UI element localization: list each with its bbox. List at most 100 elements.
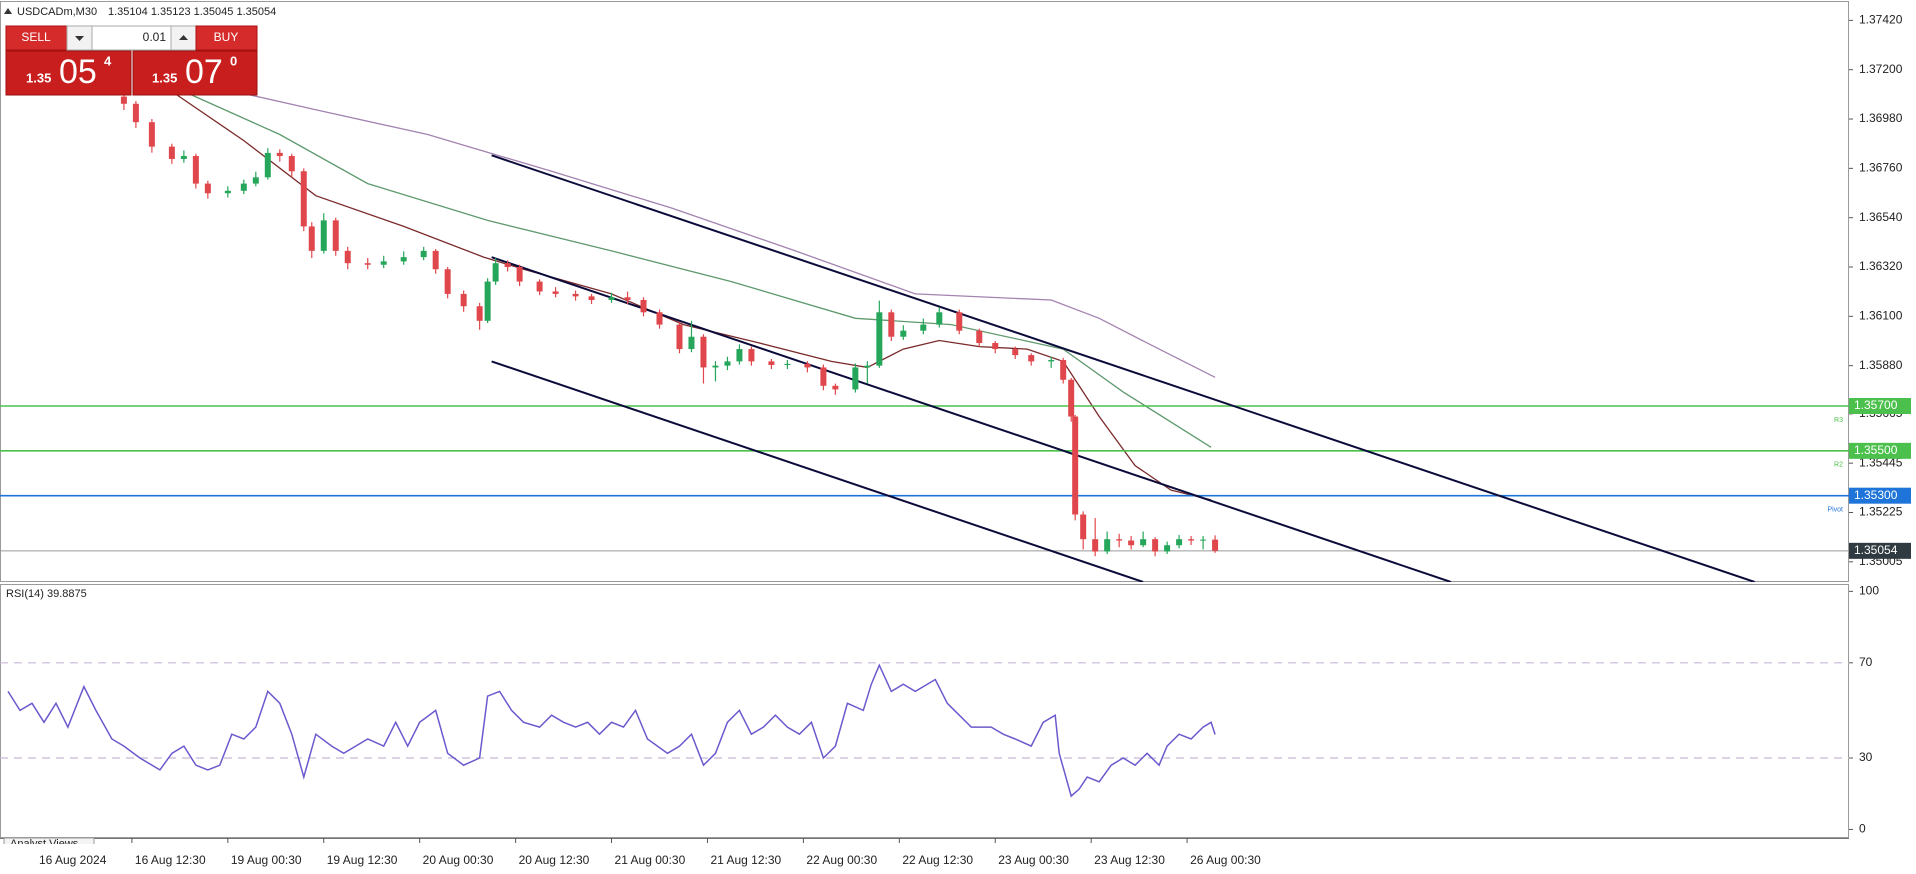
candle-body xyxy=(552,291,559,294)
y-tick-label: 1.36760 xyxy=(1859,161,1903,175)
candle-body xyxy=(700,336,707,368)
level-price-label: 1.35300 xyxy=(1854,488,1898,502)
trend-line xyxy=(491,360,1144,582)
candle-body xyxy=(712,365,719,368)
candle-body xyxy=(1116,539,1123,541)
level-name: Pivot xyxy=(1827,507,1843,514)
sell-quote-box[interactable] xyxy=(5,50,132,96)
y-tick-label: 1.35445 xyxy=(1859,455,1903,469)
buy-button[interactable] xyxy=(195,25,258,51)
candle-body xyxy=(1164,545,1171,552)
candle-body xyxy=(1152,539,1159,552)
candle-body xyxy=(804,363,811,368)
candle-body xyxy=(1104,539,1111,552)
x-tick-label: 21 Aug 12:30 xyxy=(710,853,781,867)
candle-body xyxy=(308,226,315,251)
x-tick-label: 16 Aug 2024 xyxy=(39,853,107,867)
candle-body xyxy=(852,367,859,390)
buy-quote-pips: 07 xyxy=(185,53,223,91)
candle-body xyxy=(876,312,883,366)
candle-body xyxy=(1068,379,1075,417)
footer-tab[interactable] xyxy=(3,838,95,852)
candle-body xyxy=(724,361,731,366)
rsi-tick-label: 70 xyxy=(1859,655,1873,669)
buy-quote-point: 0 xyxy=(230,53,237,68)
volume-field[interactable] xyxy=(91,25,172,51)
x-tick-label: 22 Aug 00:30 xyxy=(806,853,877,867)
candle-body xyxy=(240,183,247,191)
candle-body xyxy=(608,297,615,300)
level-price-label: 1.35500 xyxy=(1854,443,1898,457)
candle-body xyxy=(364,263,371,265)
buy-quote-box[interactable] xyxy=(132,50,258,96)
axes: 1.37420 1.37200 1.36980 1.36760 1.36540 1.363… xyxy=(35,13,1911,867)
candle-body xyxy=(420,250,427,258)
up-arrow xyxy=(179,35,188,40)
candle-body xyxy=(332,220,339,251)
trend-line xyxy=(491,154,1755,582)
candle-body xyxy=(504,263,511,268)
level-price-box xyxy=(1849,442,1911,459)
candle-body xyxy=(536,281,543,292)
candle-body xyxy=(204,183,211,194)
x-tick-label: 19 Aug 12:30 xyxy=(327,853,398,867)
candle-body xyxy=(132,103,139,123)
candle-body xyxy=(676,324,683,350)
price-plot: R3 R2 Pivot xyxy=(0,84,1849,582)
candle-body xyxy=(572,293,579,297)
candle-body xyxy=(1048,360,1055,362)
candle-body xyxy=(936,312,943,325)
buy-label: BUY xyxy=(214,30,239,44)
candle-body xyxy=(1080,514,1087,540)
collapse-icon[interactable] xyxy=(4,8,12,14)
level-price-box xyxy=(1849,487,1911,504)
level-price-box xyxy=(1849,398,1911,415)
y-tick-label: 1.35880 xyxy=(1859,358,1903,372)
y-tick-label: 1.37200 xyxy=(1859,62,1903,76)
buy-quote-big: 1.35 xyxy=(152,70,177,85)
x-tick-label: 19 Aug 00:30 xyxy=(231,853,302,867)
candle-body xyxy=(864,365,871,368)
candle-body xyxy=(344,250,351,264)
candle-body xyxy=(320,220,327,251)
sell-quote-pips: 05 xyxy=(59,53,97,91)
moving-average xyxy=(207,84,1216,378)
candle-body xyxy=(900,330,907,337)
candle-body xyxy=(992,343,999,350)
candle-body xyxy=(784,363,791,365)
candle-body xyxy=(380,261,387,265)
rsi-tick-label: 30 xyxy=(1859,750,1873,764)
volume-value: 0.01 xyxy=(143,30,167,44)
candle-body xyxy=(1060,360,1067,380)
candle-body xyxy=(484,281,491,321)
candle-body xyxy=(1128,540,1135,546)
symbol-label: USDCADm,M30 xyxy=(17,6,97,18)
candle-body xyxy=(400,257,407,262)
rsi-tick-label: 100 xyxy=(1859,584,1879,598)
rsi-plot xyxy=(0,662,1849,798)
x-tick-label: 21 Aug 00:30 xyxy=(615,853,686,867)
moving-average xyxy=(183,90,1212,448)
candle-body xyxy=(168,146,175,159)
candle-body xyxy=(736,349,743,362)
x-tick-label: 16 Aug 12:30 xyxy=(135,853,206,867)
current-price-box xyxy=(1849,542,1911,559)
sell-label: SELL xyxy=(21,30,51,44)
rsi-tick-label: 0 xyxy=(1859,822,1866,836)
rsi-line xyxy=(7,663,1216,798)
candle-body xyxy=(624,297,631,300)
candle-body xyxy=(192,156,199,184)
y-tick-label: 1.36320 xyxy=(1859,259,1903,273)
candle-body xyxy=(264,152,271,178)
candle-body xyxy=(820,367,827,386)
candle-body xyxy=(120,96,127,104)
sell-button[interactable] xyxy=(5,25,68,51)
candle-body xyxy=(1176,539,1183,546)
y-tick-label: 1.36980 xyxy=(1859,111,1903,125)
candle-body xyxy=(1012,349,1019,356)
candle-body xyxy=(252,177,259,184)
candle-body xyxy=(1188,539,1195,541)
x-tick-label: 23 Aug 00:30 xyxy=(998,853,1069,867)
x-tick-label: 22 Aug 12:30 xyxy=(902,853,973,867)
